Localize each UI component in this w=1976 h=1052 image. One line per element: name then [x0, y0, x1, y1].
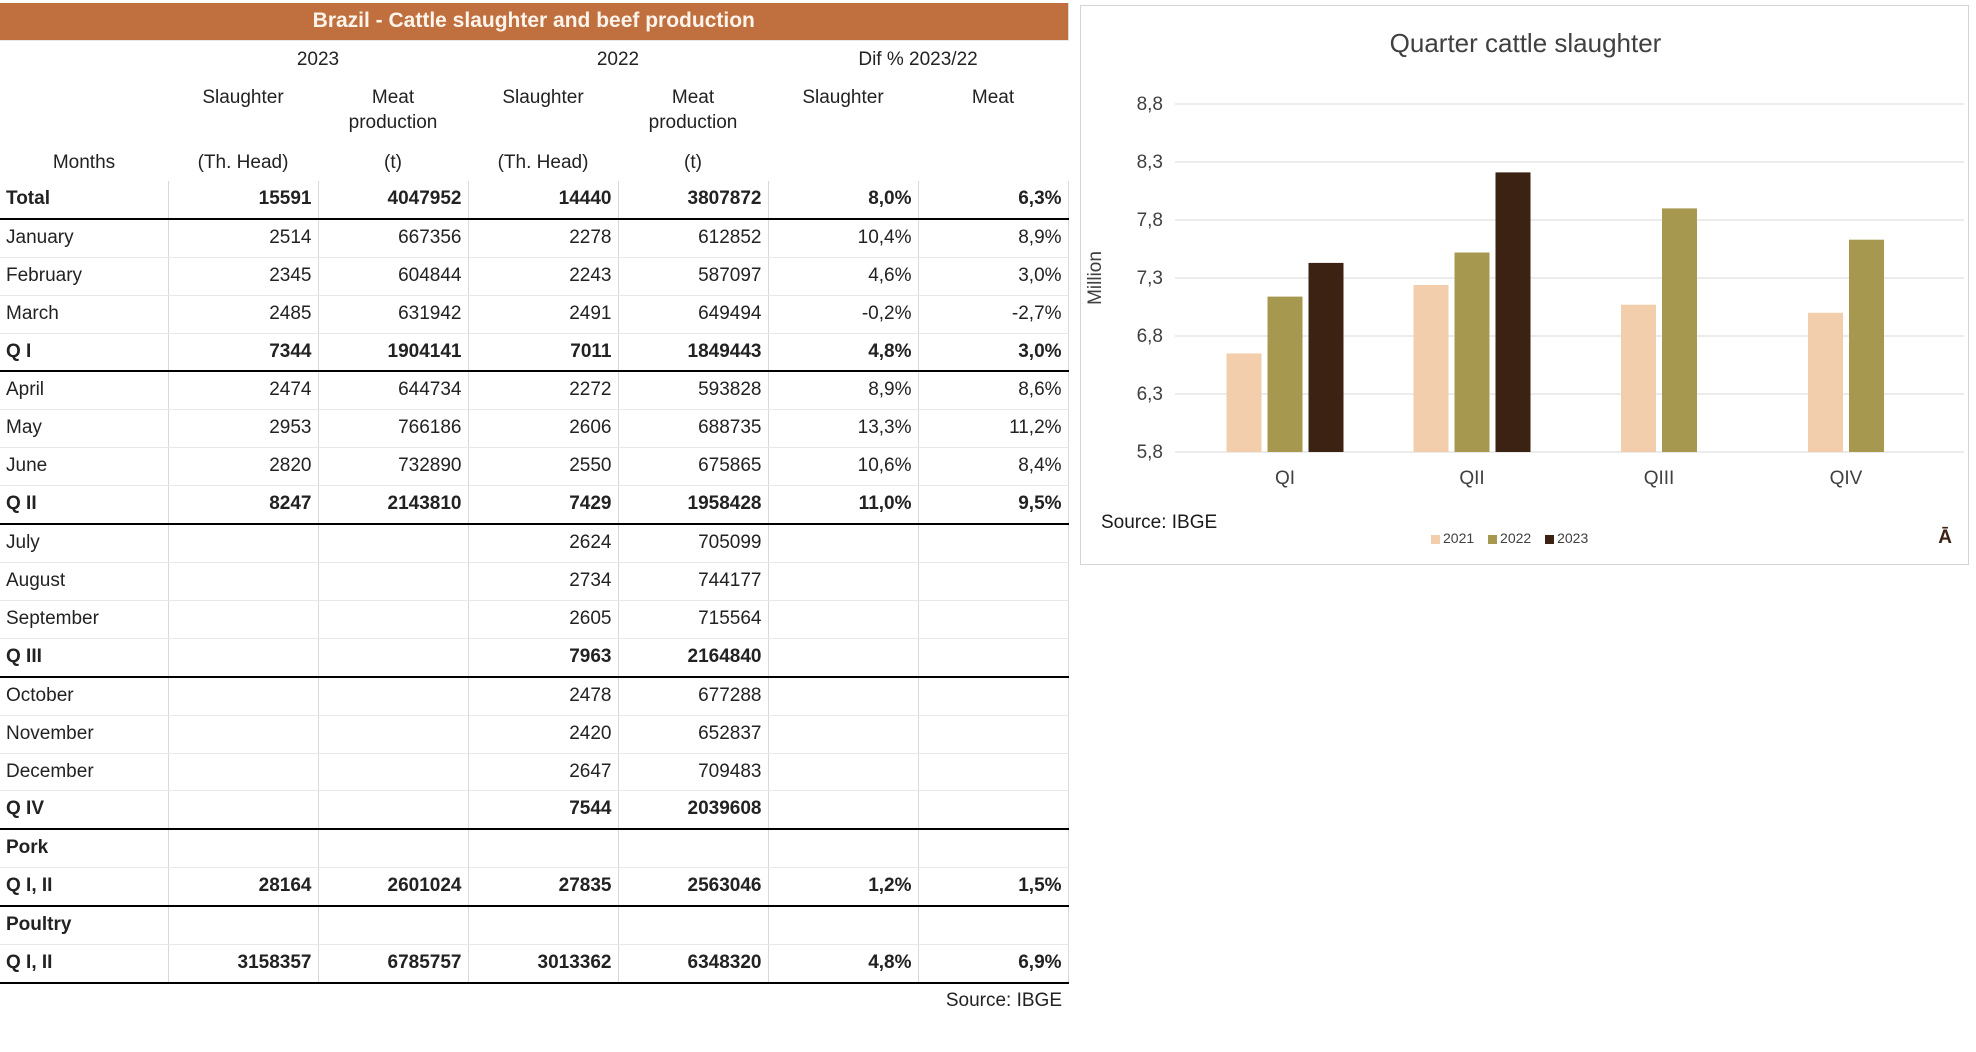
svg-text:6,3: 6,3	[1137, 384, 1163, 405]
svg-text:QII: QII	[1459, 468, 1484, 489]
svg-text:QI: QI	[1275, 468, 1295, 489]
svg-text:8,8: 8,8	[1137, 94, 1163, 115]
svg-text:7,3: 7,3	[1137, 268, 1163, 289]
svg-text:QIII: QIII	[1644, 468, 1675, 489]
svg-text:QIV: QIV	[1830, 468, 1863, 489]
svg-text:Million: Million	[1085, 251, 1106, 305]
svg-text:6,8: 6,8	[1137, 326, 1163, 347]
svg-text:8,3: 8,3	[1137, 152, 1163, 173]
svg-text:7,8: 7,8	[1137, 210, 1163, 231]
svg-text:5,8: 5,8	[1137, 442, 1163, 463]
